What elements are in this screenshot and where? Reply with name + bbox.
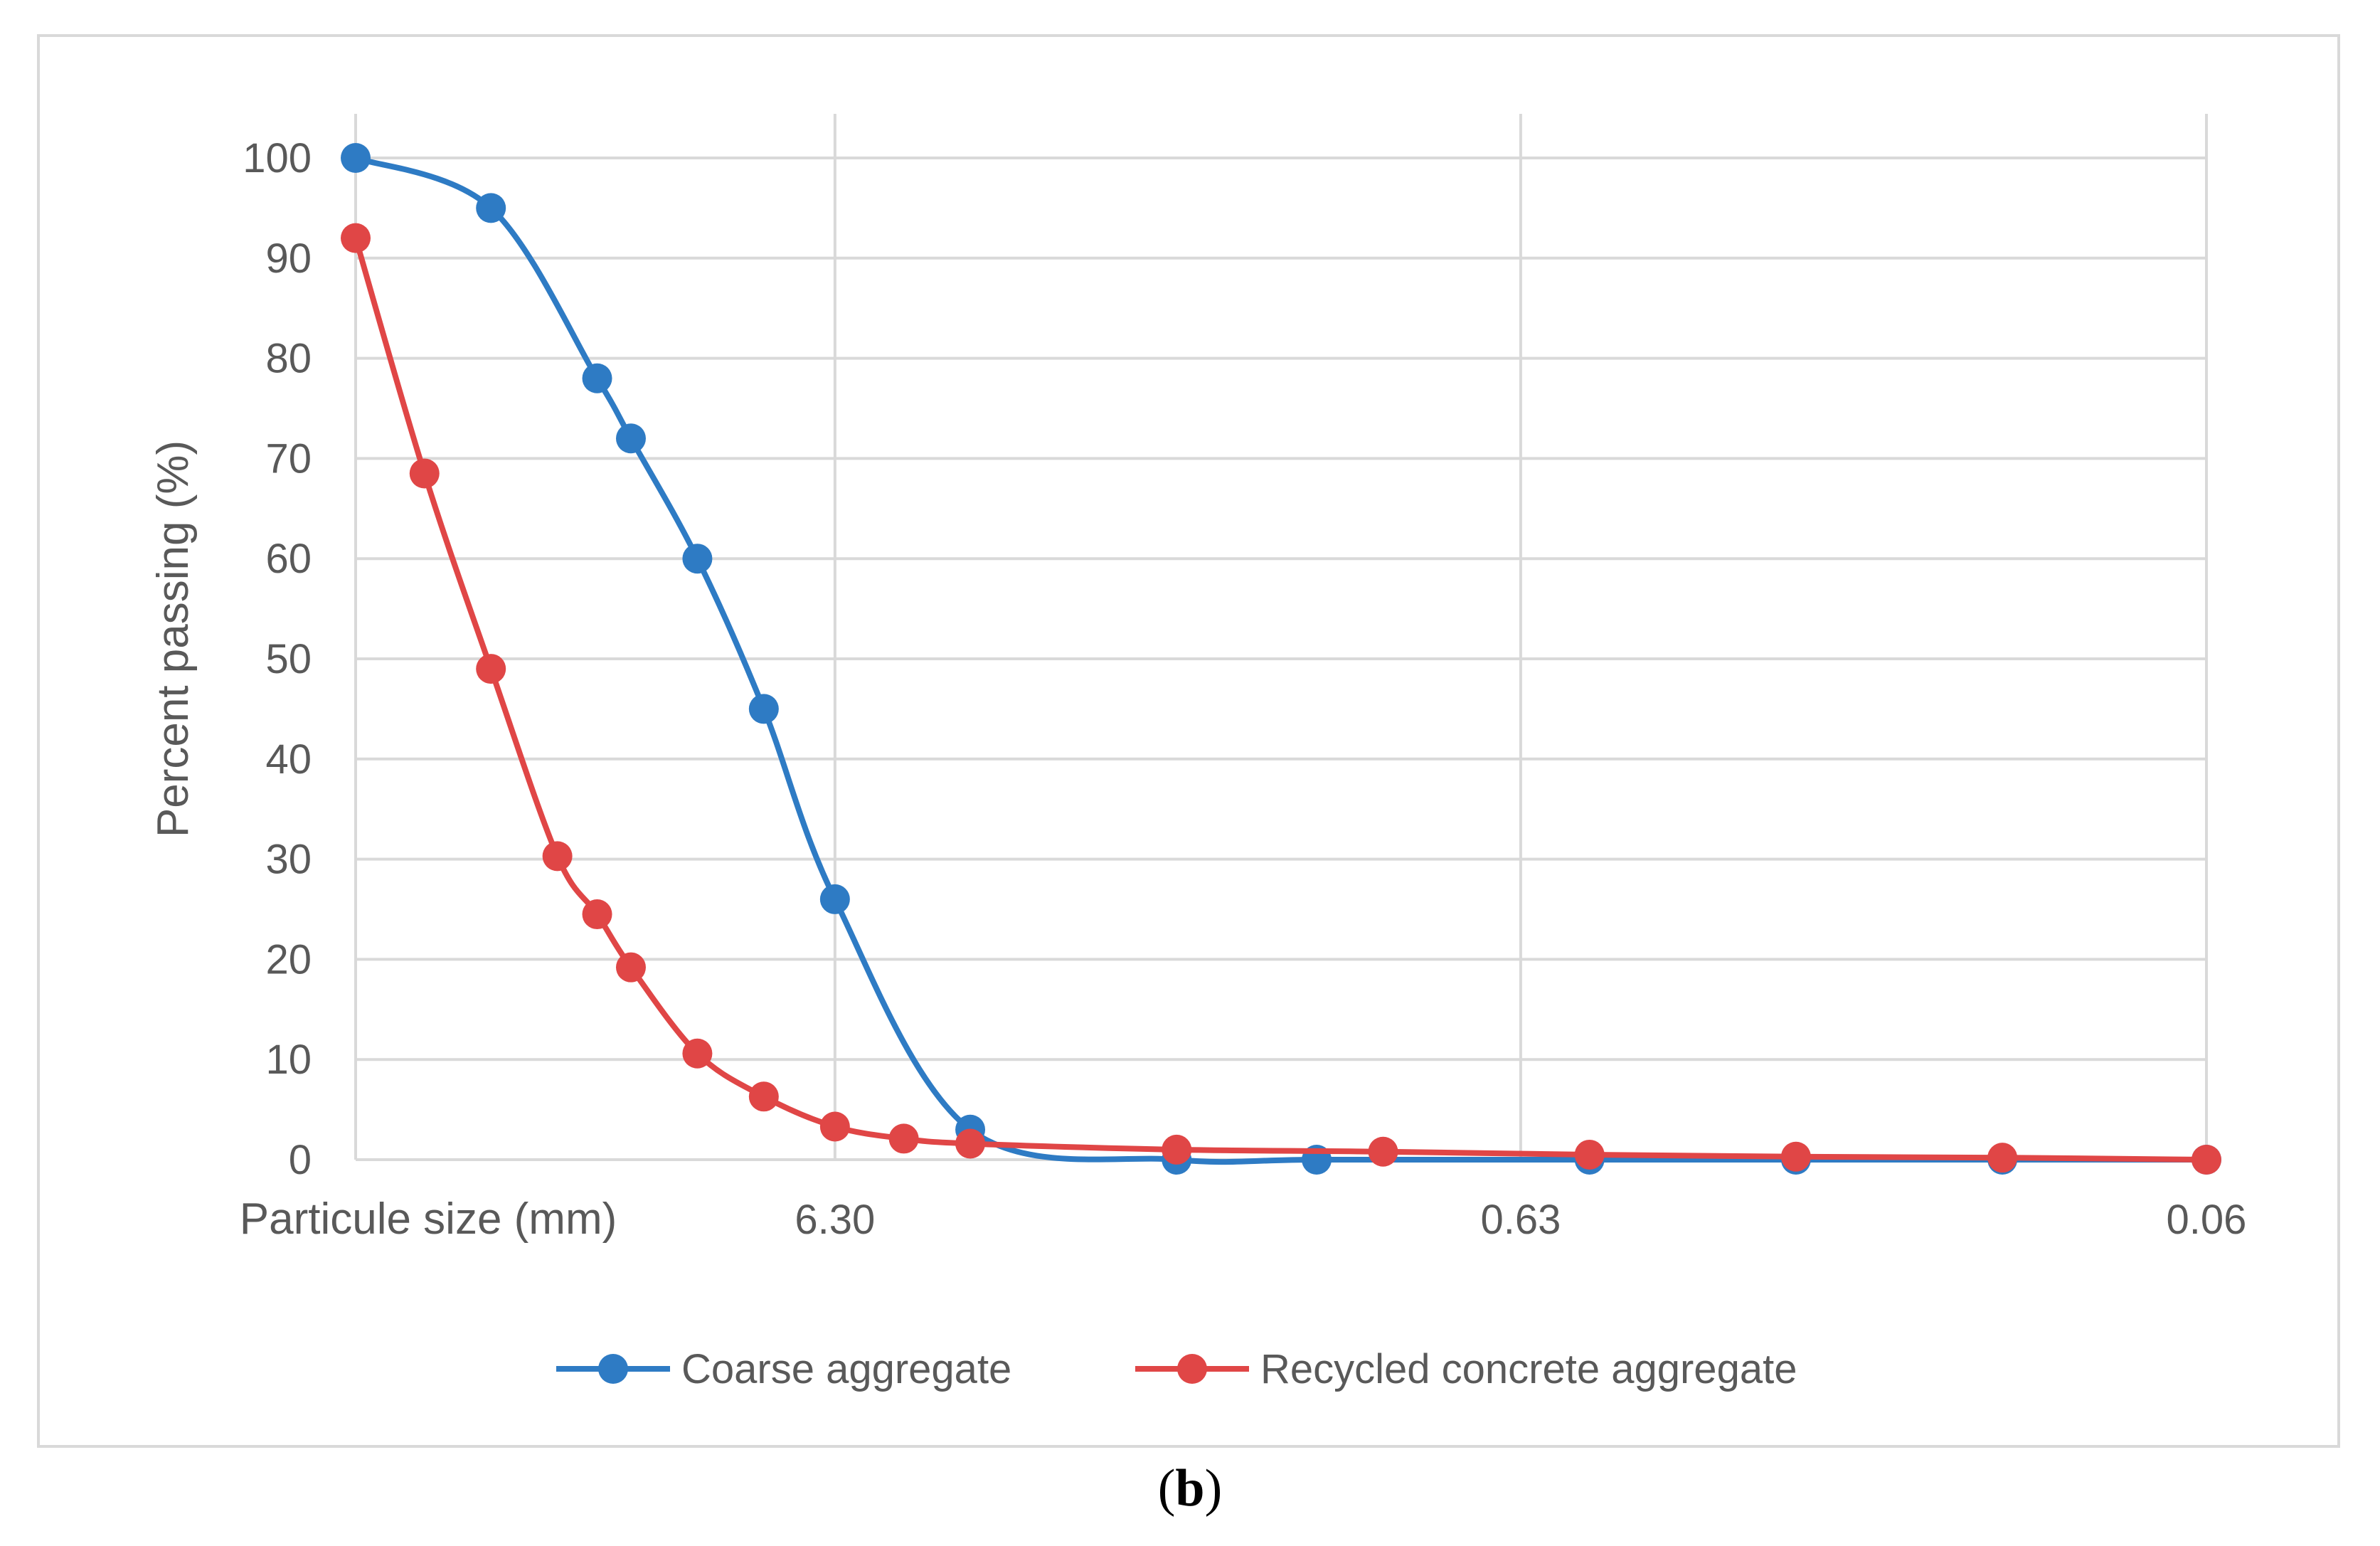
caption-open: ( [1157,1459,1176,1518]
recycled-data-point [955,1128,986,1159]
recycled-legend-marker [1177,1354,1207,1384]
legend-layer: Coarse aggregate Recycled concrete aggreg… [556,1346,1797,1392]
coarse-data-point [615,423,646,454]
recycled-data-point [1574,1139,1605,1170]
recycled-data-point [476,654,506,684]
y-tick-label: 80 [265,336,312,382]
recycled-data-point [2192,1145,2221,1175]
recycled-data-point [682,1038,713,1069]
recycled-data-point [615,952,646,983]
coarse-data-point [582,363,612,393]
caption-close: ) [1204,1459,1223,1518]
coarse-data-point [748,694,779,724]
x-tick-label: 0.06 [2167,1197,2247,1243]
y-tick-label: 90 [265,235,312,282]
y-tick-label: 30 [265,837,312,883]
recycled-data-point [1162,1134,1192,1165]
x-tick-label: 0.63 [1480,1197,1561,1243]
recycled-data-point [409,458,440,489]
coarse-data-point [476,193,506,223]
y-tick-label: 40 [265,736,312,783]
recycled-legend-label: Recycled concrete aggregate [1260,1346,1797,1392]
coarse-legend-label: Coarse aggregate [681,1346,1011,1392]
y-tick-label: 20 [265,936,312,983]
recycled-data-point [542,841,573,872]
recycled-data-point [582,899,612,930]
coarse-data-point [682,544,713,574]
y-axis-title: Percent passing (%) [149,440,198,837]
coarse-data-point [341,143,371,173]
x-axis-title: Particule size (mm) [240,1195,617,1244]
recycled-data-point [748,1081,779,1112]
recycled-data-point [341,223,371,253]
coarse-legend-marker [598,1354,628,1384]
chart-frame: 0 10 20 30 40 50 60 70 80 90 100 6.30 0.63 0.06 Partic… [37,34,2340,1448]
recycled-data-point [1368,1136,1398,1167]
y-tick-label: 70 [265,435,312,482]
recycled-data-point [819,1111,850,1142]
recycled-data-point [1780,1141,1811,1172]
y-tick-label: 50 [265,636,312,682]
grading-curve-chart: 0 10 20 30 40 50 60 70 80 90 100 6.30 0.63 0.06 Partic… [149,114,2246,1392]
series-layer [341,143,2221,1175]
figure-caption: (b) [0,1458,2380,1519]
x-tick-label: 6.30 [795,1197,875,1243]
axis-layer: 0 10 20 30 40 50 60 70 80 90 100 6.30 0.63 0.06 Partic… [149,135,2246,1244]
y-tick-label: 10 [265,1037,312,1083]
caption-label: b [1175,1459,1205,1518]
y-tick-label: 0 [289,1137,312,1183]
y-tick-label: 60 [265,536,312,582]
recycled-data-point [888,1123,919,1154]
recycled-data-point [1987,1143,2018,1173]
grid-layer [354,114,2208,1161]
y-tick-label: 100 [243,135,312,181]
coarse-data-point [819,884,850,914]
recycled-series-line [353,235,2209,1163]
